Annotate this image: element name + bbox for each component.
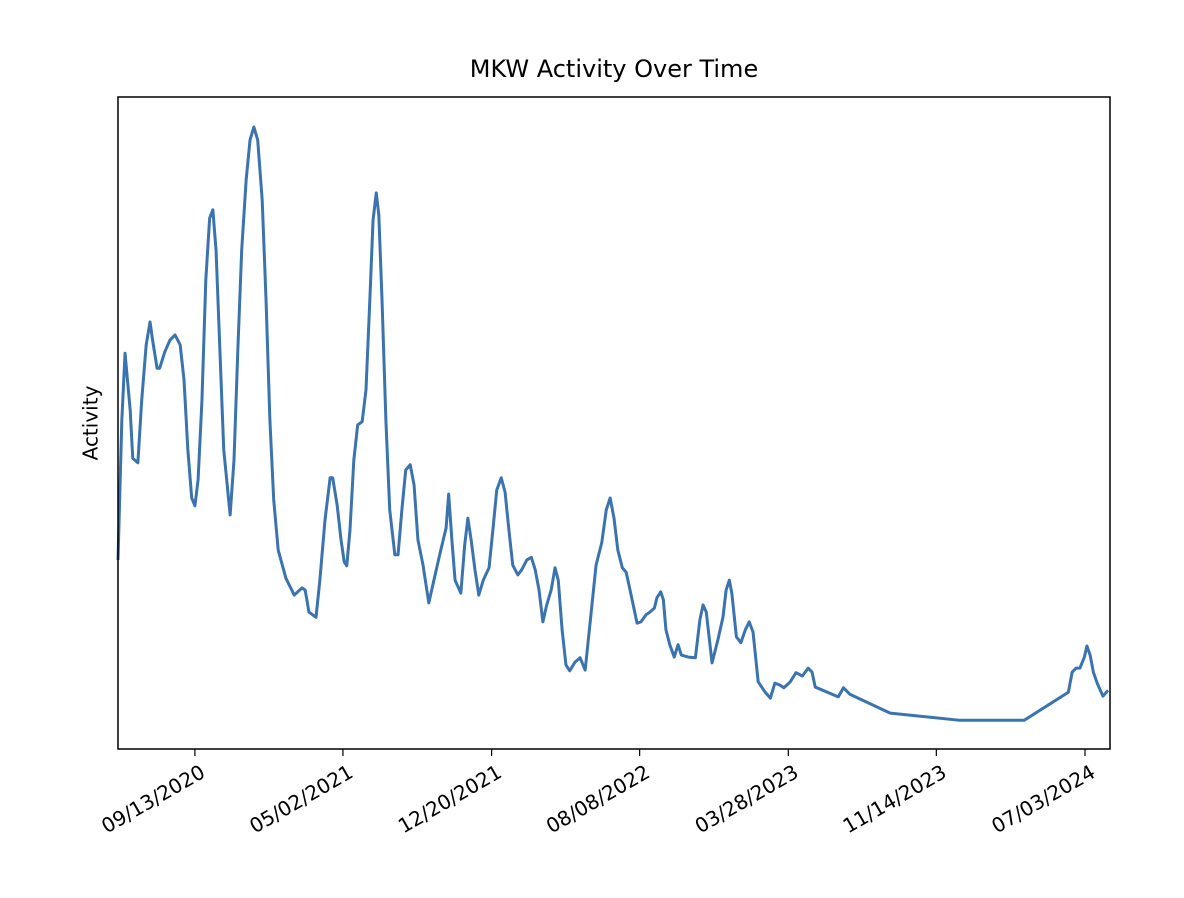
- chart-title: MKW Activity Over Time: [470, 55, 758, 83]
- data-line: [116, 125, 1110, 722]
- y-axis-label: Activity: [79, 385, 103, 460]
- plot-area: [116, 125, 1110, 722]
- plot-frame: [117, 96, 1111, 750]
